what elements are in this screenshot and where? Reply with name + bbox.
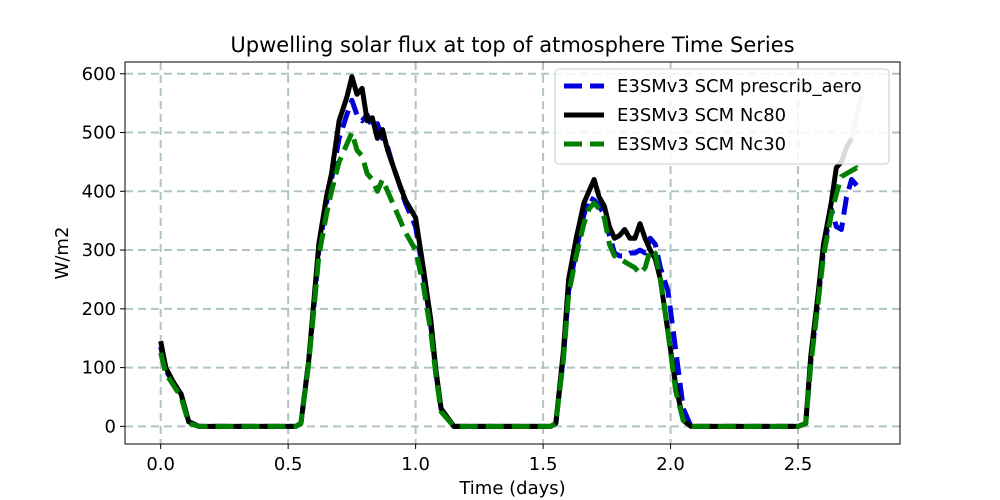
x-tick-label: 0.0 [146, 454, 175, 475]
y-axis-ticks: 0 100 200 300 400 500 600 [82, 64, 125, 437]
chart-title: Upwelling solar flux at top of atmospher… [230, 33, 794, 57]
y-tick-label: 0 [105, 416, 116, 437]
series-line-3 [158, 130, 864, 429]
x-tick-label: 1.0 [401, 454, 430, 475]
legend-box [554, 68, 890, 165]
y-axis-label: W/m2 [52, 227, 73, 280]
y-tick-label: 100 [82, 358, 116, 379]
y-tick-label: 200 [82, 299, 116, 320]
y-tick-label: 500 [82, 123, 116, 144]
plot-area-frame [124, 61, 901, 445]
legend-label: E3SMv3 SCM Nc80 [617, 105, 786, 126]
x-tick-label: 2.5 [784, 454, 813, 475]
grid-lines [125, 62, 900, 444]
x-axis-ticks: 0.0 0.5 1.0 1.5 2.0 2.5 [146, 444, 812, 475]
x-tick-label: 2.0 [656, 454, 685, 475]
legend-label: E3SMv3 SCM prescrib_aero [617, 76, 862, 97]
legend: E3SMv3 SCM prescrib_aero E3SMv3 SCM Nc80 E… [554, 68, 890, 165]
legend-label: E3SMv3 SCM Nc30 [617, 134, 786, 155]
y-tick-label: 300 [82, 240, 116, 261]
x-tick-label: 0.5 [274, 454, 303, 475]
x-tick-label: 1.5 [529, 454, 558, 475]
x-axis-label: Time (days) [458, 478, 565, 499]
y-tick-label: 600 [82, 64, 116, 85]
y-tick-label: 400 [82, 181, 116, 202]
